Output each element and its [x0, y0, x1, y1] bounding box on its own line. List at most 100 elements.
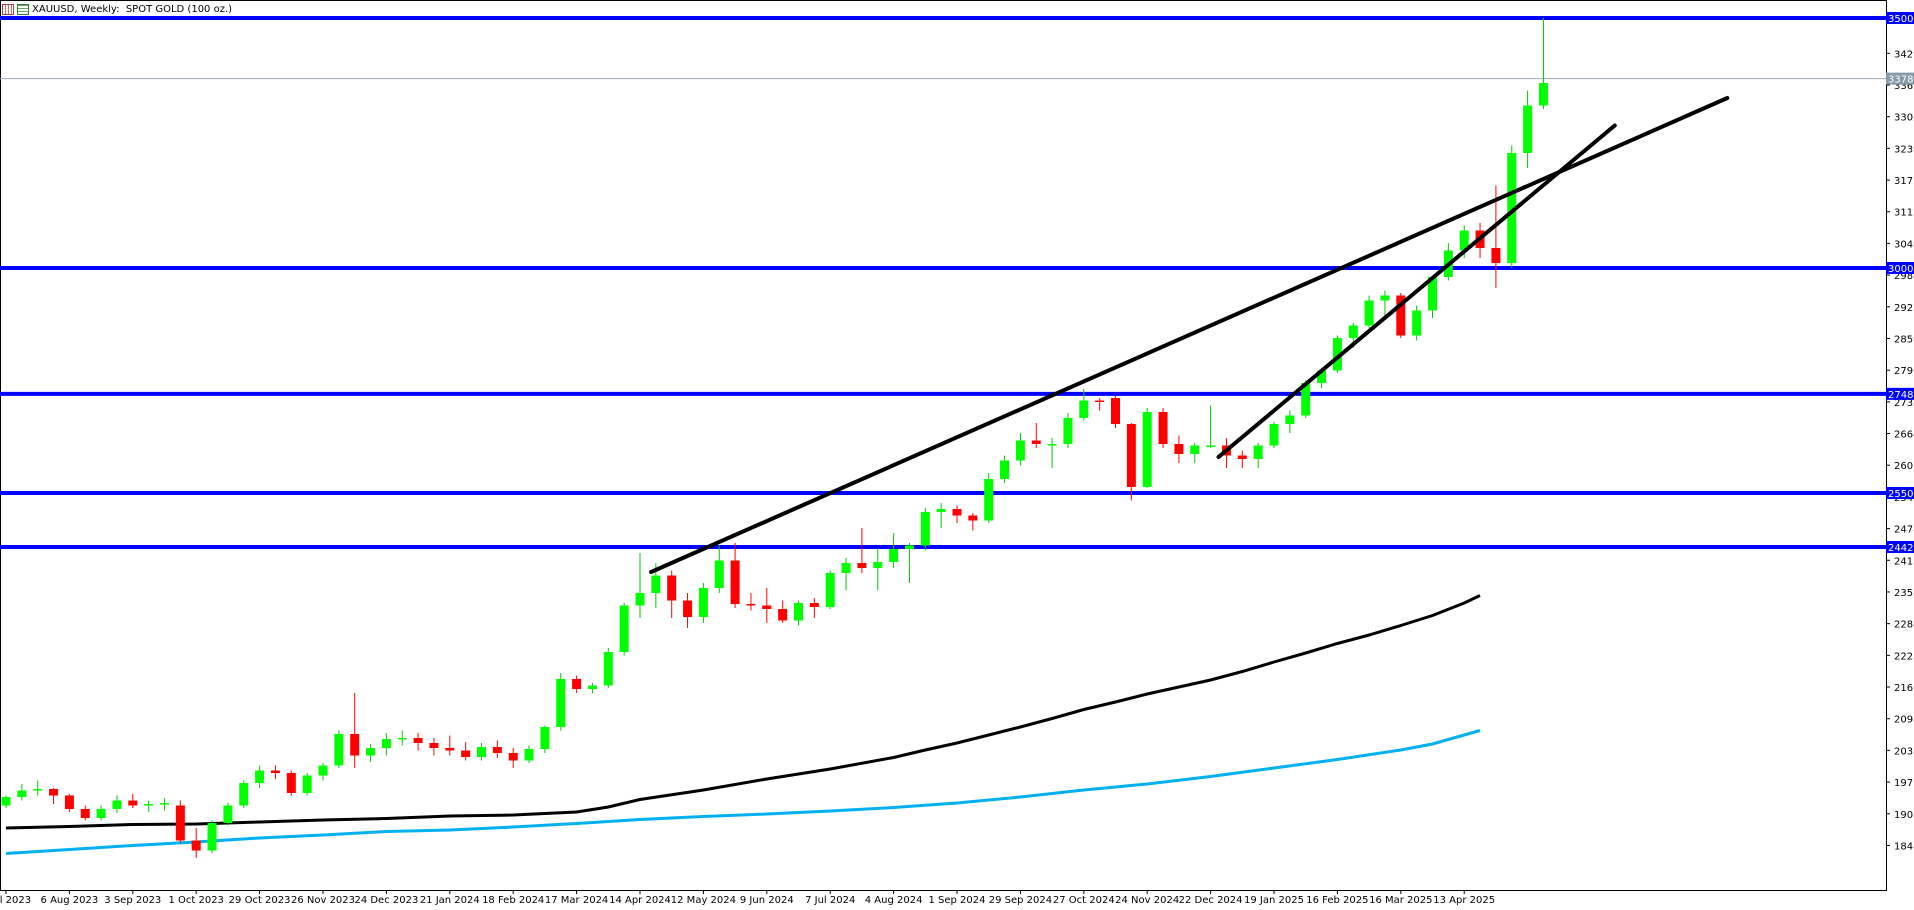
candle-bear: [80, 809, 90, 818]
candle-bull: [207, 823, 217, 851]
candle-bull: [366, 748, 376, 756]
candle-bear: [746, 604, 756, 606]
candle-bull: [794, 603, 803, 621]
candle-bull: [1142, 412, 1152, 487]
candle-bull: [1253, 445, 1263, 459]
candle-bear: [968, 515, 978, 521]
candle-bull: [698, 588, 708, 617]
candle-bear: [270, 770, 280, 773]
candle-bull: [1523, 105, 1533, 153]
candle-bear: [952, 509, 962, 516]
candle-bull: [160, 803, 169, 805]
y-tick-label: 3239.25: [1894, 144, 1914, 155]
x-tick-label: 14 Apr 2024: [609, 895, 671, 906]
candle-bear: [1396, 295, 1406, 336]
trendline: [649, 96, 1730, 574]
level-price-label-bg: [1886, 387, 1914, 400]
x-tick-label: 29 Sep 2024: [989, 895, 1052, 906]
candle-bear: [1095, 400, 1105, 402]
level-price-label-bg: [1886, 487, 1914, 499]
x-tick-label: 4 Aug 2024: [865, 895, 923, 906]
candle-bear: [762, 605, 772, 609]
candle-bull: [477, 747, 486, 757]
y-tick-label: 2985.77: [1894, 271, 1914, 282]
candle-bear: [1491, 248, 1501, 263]
candle-bull: [1, 797, 11, 806]
candle-bear: [286, 773, 296, 793]
candle-bull: [524, 749, 534, 761]
candle-bull: [841, 563, 851, 573]
y-tick-label: 2415.44: [1894, 556, 1914, 567]
candle-bull: [239, 783, 249, 806]
candle-bull: [223, 805, 233, 823]
chart-title: XAUUSD, Weekly: SPOT GOLD (100 oz.): [32, 3, 233, 15]
bars-icon[interactable]: [2, 3, 14, 15]
y-tick-label: 3049.14: [1894, 239, 1914, 250]
candle-bear: [492, 747, 502, 753]
x-tick-label: 16 Mar 2025: [1369, 895, 1432, 906]
candle-bull: [1206, 445, 1216, 447]
chart-icon[interactable]: [17, 3, 29, 15]
level-price-label: 2550.00: [1888, 489, 1914, 500]
candle-bull: [825, 573, 835, 607]
y-tick-label: 2225.33: [1894, 651, 1914, 662]
y-tick-label: 1845.11: [1894, 841, 1914, 852]
candle-bear: [175, 805, 185, 841]
x-tick-label: 29 Oct 2023: [229, 895, 291, 906]
x-tick-label: 21 Jan 2024: [420, 895, 480, 906]
candle-bull: [984, 479, 994, 521]
candle-bull: [587, 685, 597, 689]
candle-bear: [1158, 412, 1168, 444]
x-tick-label: 24 Dec 2023: [354, 895, 418, 906]
x-tick-label: 9 Jun 2024: [740, 895, 794, 906]
candle-bull: [651, 575, 661, 593]
x-tick-label: 18 Feb 2024: [482, 895, 544, 906]
candle-bear: [683, 600, 693, 617]
x-tick-label: 1 Oct 2023: [168, 895, 223, 906]
candle-bull: [96, 809, 106, 818]
candle-bear: [445, 748, 455, 751]
y-tick-label: 2161.96: [1894, 683, 1914, 694]
candle-bull: [318, 765, 328, 776]
x-tick-label: 27 Oct 2024: [1053, 895, 1115, 906]
y-tick-label: 2098.59: [1894, 715, 1914, 726]
level-price-label: 3500.00: [1888, 14, 1914, 25]
candle-bear: [730, 560, 740, 604]
candle-bull: [556, 679, 566, 727]
current-price-label: 3378.75: [1888, 75, 1914, 86]
candle-bear: [461, 750, 471, 757]
candle-bull: [889, 549, 899, 562]
candle-bull: [714, 560, 724, 588]
candle-bull: [1380, 295, 1390, 301]
x-tick-label: 26 Nov 2023: [291, 895, 355, 906]
candle-bull: [144, 804, 154, 806]
y-tick-label: 3365.99: [1894, 81, 1914, 92]
candle-bull: [1000, 460, 1010, 479]
current-price-label-bg: [1886, 72, 1914, 85]
candle-bull: [1047, 444, 1057, 446]
candle-bull: [1015, 440, 1025, 461]
candle-bear: [1174, 444, 1184, 454]
candle-bull: [1428, 277, 1437, 311]
candle-bear: [809, 603, 819, 607]
candle-bull: [1285, 415, 1295, 424]
candle-bull: [619, 605, 629, 652]
y-tick-label: 3112.51: [1894, 208, 1914, 219]
candle-bull: [635, 593, 645, 606]
candle-bull: [255, 770, 265, 783]
x-tick-label: 16 Feb 2025: [1306, 895, 1368, 906]
candle-bear: [429, 743, 439, 748]
x-tick-label: 13 Apr 2025: [1433, 895, 1495, 906]
candle-bull: [1507, 153, 1517, 263]
candle-bull: [1332, 338, 1342, 371]
candle-bull: [1190, 445, 1200, 454]
moving-average-slow: [5, 594, 1481, 830]
candle-bull: [397, 738, 407, 740]
level-price-label: 3000.00: [1888, 264, 1914, 275]
candle-bear: [1126, 424, 1136, 487]
chart-title-bar: XAUUSD, Weekly: SPOT GOLD (100 oz.): [2, 2, 232, 16]
